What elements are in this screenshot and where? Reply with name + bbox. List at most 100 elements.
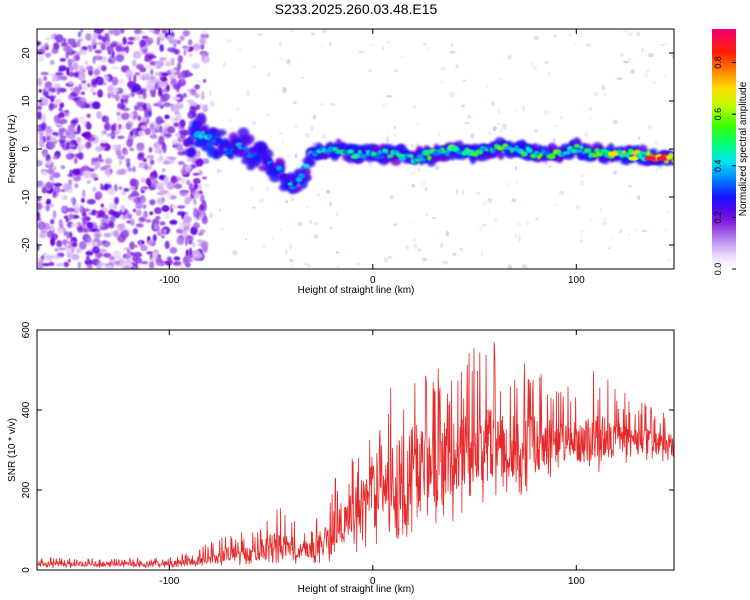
spectrogram-cell bbox=[310, 126, 314, 132]
spectrogram-cell bbox=[144, 111, 152, 118]
spectrogram-cell bbox=[130, 89, 135, 98]
spectrogram-cell bbox=[73, 72, 79, 78]
spectrogram-cell bbox=[216, 168, 220, 174]
spectrogram-cell bbox=[71, 253, 80, 261]
spectrogram-cell bbox=[328, 226, 333, 230]
spectrogram-cell bbox=[37, 244, 40, 252]
spectrogram-cell bbox=[130, 218, 135, 226]
spectrogram-cell bbox=[112, 203, 118, 210]
spectrogram-cell bbox=[200, 43, 205, 50]
spectrogram-cell bbox=[149, 183, 157, 188]
spectrogram-cell bbox=[185, 72, 194, 77]
spectrogram-cell bbox=[142, 115, 147, 122]
spectrogram-cell bbox=[155, 116, 164, 125]
spectrogram-cell bbox=[194, 113, 207, 126]
spectrogram-cell bbox=[37, 105, 42, 111]
spectrogram-cell bbox=[285, 249, 288, 255]
spectrogram-cell bbox=[67, 59, 76, 63]
spectrogram-y-tick-label: 0 bbox=[21, 146, 32, 152]
spectrogram-cell bbox=[127, 229, 132, 233]
spectrogram-cell bbox=[149, 261, 155, 269]
spectrogram-cell bbox=[60, 75, 68, 81]
spectrogram-cell bbox=[74, 153, 82, 158]
snr-panel: -100 0 100 0 200 400 600 Height of straight l… bbox=[7, 321, 675, 595]
spectrogram-cell bbox=[431, 216, 436, 220]
spectrogram-cell bbox=[71, 97, 79, 101]
spectrogram-cell bbox=[305, 206, 309, 209]
spectrogram-cell bbox=[137, 130, 146, 137]
spectrogram-cell bbox=[152, 234, 157, 242]
spectrogram-cell bbox=[191, 100, 194, 106]
spectrogram-cell bbox=[189, 102, 198, 106]
spectrogram-cell bbox=[97, 89, 103, 98]
spectrogram-cell bbox=[111, 50, 115, 58]
spectrogram-cell bbox=[620, 52, 624, 58]
spectrogram-cell bbox=[449, 91, 456, 98]
spectrogram-cell bbox=[170, 116, 175, 123]
spectrogram-cell bbox=[94, 29, 104, 33]
spectrogram-cell bbox=[171, 175, 177, 184]
spectrogram-cell bbox=[179, 119, 186, 128]
spectrogram-cell bbox=[170, 105, 180, 113]
spectrogram-cell bbox=[347, 149, 355, 154]
spectrogram-cell bbox=[619, 229, 622, 234]
spectrogram-cell bbox=[50, 226, 55, 231]
spectrogram-cell bbox=[192, 172, 200, 176]
spectrogram-cell bbox=[478, 226, 483, 233]
spectrogram-cell bbox=[232, 250, 238, 255]
spectrogram-cell bbox=[163, 228, 167, 235]
spectrogram-cell bbox=[533, 150, 540, 155]
spectrogram-cell bbox=[71, 119, 79, 124]
spectrogram-cell bbox=[68, 213, 75, 220]
spectrogram-cell bbox=[75, 248, 82, 254]
spectrogram-cell bbox=[161, 88, 169, 93]
spectrogram-cell bbox=[671, 54, 674, 59]
spectrogram-cell bbox=[594, 147, 601, 154]
spectrogram-cell bbox=[184, 238, 189, 246]
spectrogram-cell bbox=[442, 260, 449, 265]
spectrogram-cell bbox=[142, 158, 147, 163]
spectrogram-cell bbox=[93, 55, 103, 61]
spectrogram-cell bbox=[118, 159, 123, 166]
spectrogram-cell bbox=[180, 132, 187, 139]
spectrogram-cell bbox=[122, 247, 131, 251]
spectrogram-cell bbox=[419, 158, 426, 162]
spectrogram-y-tick-label: -20 bbox=[21, 237, 32, 252]
spectrogram-cell bbox=[281, 139, 285, 145]
spectrogram-cell bbox=[137, 94, 144, 100]
spectrogram-cell bbox=[573, 41, 576, 46]
spectrogram-cell bbox=[67, 188, 74, 194]
spectrogram-cell bbox=[236, 106, 240, 111]
spectrogram-cell bbox=[106, 133, 116, 137]
spectrogram-cell bbox=[182, 30, 191, 37]
spectrogram-cell bbox=[579, 145, 584, 150]
spectrogram-cell bbox=[134, 72, 141, 76]
spectrogram-cell bbox=[115, 45, 123, 52]
spectrogram-cell bbox=[74, 183, 79, 189]
spectrogram-cell bbox=[388, 154, 394, 158]
spectrogram-cell bbox=[62, 37, 67, 44]
spectrogram-cell bbox=[37, 77, 43, 87]
spectrogram-cell bbox=[55, 262, 65, 267]
spectrogram-cell bbox=[532, 65, 538, 71]
spectrogram-cell bbox=[513, 109, 518, 113]
spectrogram-cell bbox=[42, 252, 47, 257]
spectrogram-cell bbox=[83, 228, 90, 233]
spectrogram-cell bbox=[377, 150, 383, 155]
spectrogram-cell bbox=[565, 150, 571, 155]
spectrogram-cell bbox=[492, 126, 497, 132]
spectrogram-cell bbox=[144, 127, 152, 135]
spectrogram-cell bbox=[222, 147, 229, 152]
spectrogram-cell bbox=[202, 29, 207, 35]
spectrogram-cell bbox=[84, 60, 89, 66]
spectrogram-cell bbox=[179, 265, 184, 269]
spectrogram-cell bbox=[133, 74, 137, 83]
spectrogram-cell bbox=[306, 156, 311, 161]
spectrogram-cell bbox=[68, 81, 74, 85]
spectrogram-peak-cell bbox=[607, 151, 618, 156]
spectrogram-cell bbox=[85, 142, 92, 149]
spectrogram-cell bbox=[156, 197, 165, 205]
spectrogram-cell bbox=[657, 153, 663, 158]
spectrogram-cell bbox=[77, 124, 81, 133]
